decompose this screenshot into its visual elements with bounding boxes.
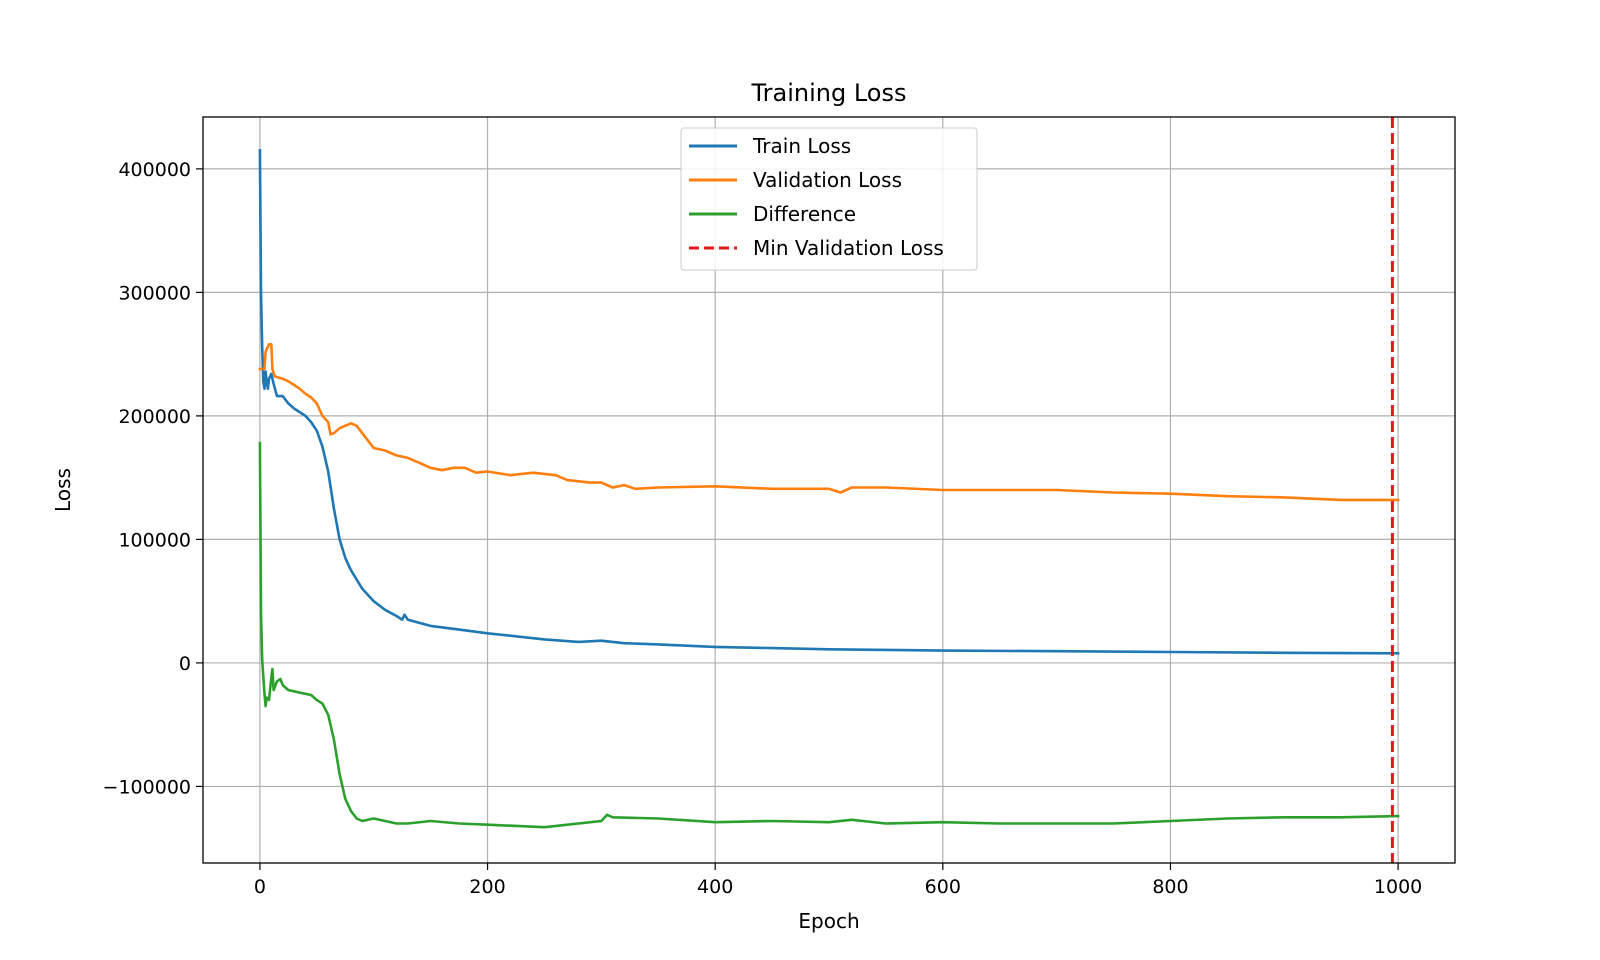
legend-label-min-validation-loss: Min Validation Loss <box>753 236 944 260</box>
y-tick-label: 100000 <box>118 529 191 551</box>
y-tick-label: 200000 <box>118 406 191 428</box>
y-tick-label: 400000 <box>118 159 191 181</box>
x-tick-label: 400 <box>697 876 733 898</box>
x-tick-label: 600 <box>925 876 961 898</box>
legend-label-train-loss: Train Loss <box>752 134 851 158</box>
axis-ticks: 0 200 400 600 800 1000 −100000 0 100000 200000 300… <box>103 159 1423 898</box>
series-layer <box>258 117 1400 863</box>
difference-line <box>258 441 1400 829</box>
y-axis-label: Loss <box>51 468 75 512</box>
train-loss-line <box>258 148 1400 655</box>
y-tick-label: 300000 <box>118 282 191 304</box>
x-tick-label: 200 <box>469 876 505 898</box>
x-tick-label: 1000 <box>1374 876 1422 898</box>
x-axis-label: Epoch <box>798 909 859 933</box>
legend-box <box>680 127 978 271</box>
validation-loss-line <box>258 343 1400 502</box>
y-tick-label: −100000 <box>103 776 191 798</box>
chart-title: Training Loss <box>751 79 907 107</box>
plot-frame <box>202 116 1456 864</box>
legend-label-difference: Difference <box>753 202 856 226</box>
x-tick-label: 800 <box>1152 876 1188 898</box>
y-tick-label: 0 <box>179 653 191 675</box>
legend-label-validation-loss: Validation Loss <box>753 168 902 192</box>
legend: Train Loss Validation Loss Difference Min V… <box>680 127 978 271</box>
x-tick-label: 0 <box>254 876 266 898</box>
